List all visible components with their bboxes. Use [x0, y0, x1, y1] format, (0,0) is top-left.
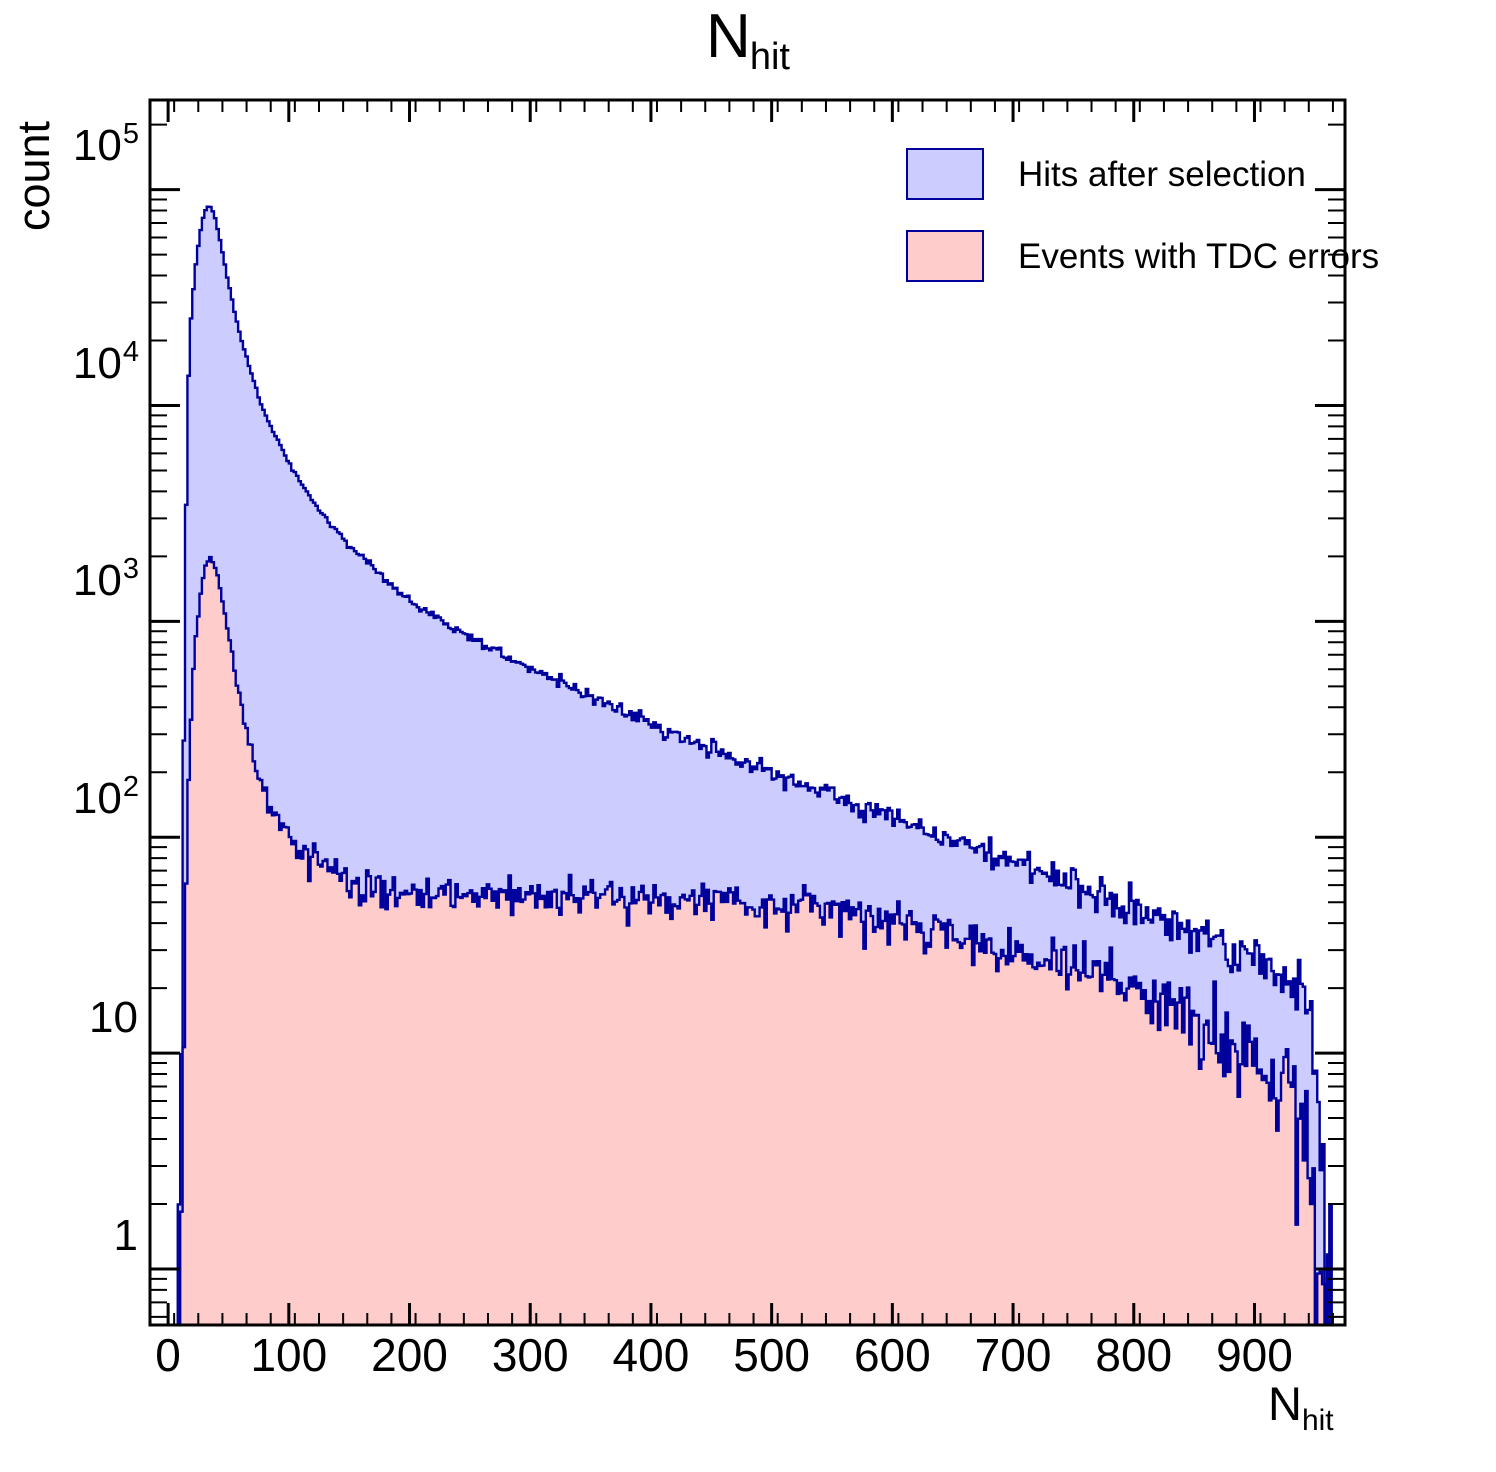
x-tick-label-300: 300	[491, 1329, 569, 1381]
legend-item-hits-after-selection[interactable]: Hits after selection	[906, 148, 1306, 204]
legend-label-hits-after-selection: Hits after selection	[1018, 155, 1306, 194]
x-tick-label-700: 700	[974, 1329, 1052, 1381]
x-axis-title: Nhit	[1268, 1377, 1334, 1436]
x-tick-label-800: 800	[1095, 1329, 1173, 1381]
x-tick-label-600: 600	[853, 1329, 931, 1381]
histogram-events-with-tdc-errors	[176, 555, 1333, 1325]
histogram-layer	[176, 205, 1333, 1325]
plot-title-subscript: hit	[749, 36, 790, 78]
y-tick-label-1e5: 105	[72, 118, 139, 170]
y-tick-label-1: 1	[113, 1211, 138, 1260]
y-tick-label-1e2: 102	[72, 771, 139, 823]
y-tick-label-1e4: 104	[72, 336, 139, 388]
page-title: Nhit	[0, 6, 1496, 77]
legend-swatch-blue	[906, 148, 984, 200]
x-tick-label-500: 500	[733, 1329, 811, 1381]
plot-title-base: N	[706, 2, 751, 71]
plot-frame	[148, 98, 1347, 1327]
x-tick-label-400: 400	[612, 1329, 690, 1381]
x-tick-label-100: 100	[250, 1329, 328, 1381]
legend-item-events-with-tdc-errors[interactable]: Events with TDC errors	[906, 230, 1379, 286]
y-tick-label-1e3: 103	[72, 553, 139, 605]
x-tick-label-0: 0	[155, 1329, 181, 1381]
legend-label-events-with-tdc-errors: Events with TDC errors	[1018, 237, 1380, 276]
x-tick-label-900: 900	[1216, 1329, 1293, 1381]
x-axis-title-subscript: hit	[1301, 1404, 1334, 1437]
y-tick-label-10: 10	[89, 993, 138, 1042]
x-axis-title-base: N	[1268, 1377, 1302, 1430]
legend-swatch-pink	[906, 230, 984, 282]
legend: Hits after selection Events with TDC err…	[906, 148, 1379, 288]
x-tick-label-200: 200	[371, 1329, 448, 1381]
